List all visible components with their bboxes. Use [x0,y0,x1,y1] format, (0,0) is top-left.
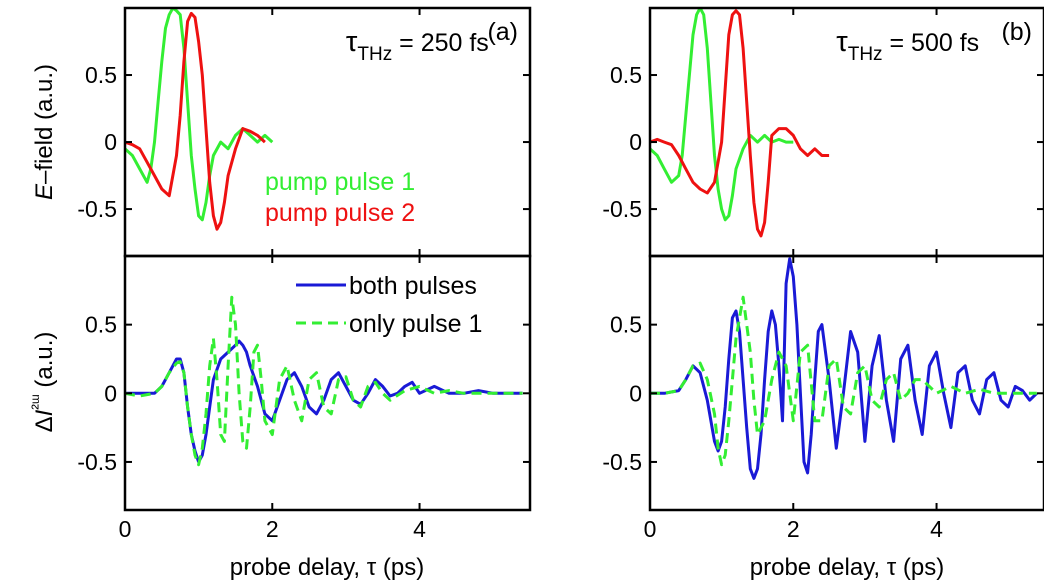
y-tick-label: 0.5 [85,312,117,338]
x-tick-label: 4 [413,516,426,542]
series-line-pump-pulse-2 [125,11,266,231]
x-tick-label: 0 [644,516,657,542]
series-line-both-pulses [650,257,1038,480]
y-tick-label: 0.5 [85,62,117,88]
y-tick-label: -0.5 [602,449,642,475]
y-tick-label: -0.5 [77,196,117,222]
y-axis-label-shg: ΔI²ᵚ (a.u.) [28,332,58,433]
axes-frame [123,254,532,512]
series-line-only-pulse-1 [650,295,1037,467]
y-tick-label: 0 [629,380,642,406]
y-tick-label: -0.5 [77,449,117,475]
panel-label: (b) [1001,18,1032,46]
legend-item-pump-pulse-1: pump pulse 1 [265,168,415,196]
x-axis-label-b: probe delay, τ (ps) [750,554,944,581]
axes-frame [648,254,1044,512]
panel-a-field: -0.5 0 0.5 (a)τTHz = 250 fs pump pulse 1 pump… [77,6,532,258]
legend-item-both-pulses: both pulses [349,272,477,300]
x-tick-label: 2 [266,516,279,542]
x-tick-label: 0 [119,516,132,542]
y-tick-label: 0 [104,129,117,155]
series-line-pump-pulse-2 [650,9,830,238]
panel-b-field: -0.5 0 0.5 (b) τTHz = 500 fs [602,6,1044,258]
x-tick-label: 4 [930,516,943,542]
pulse-duration-annotation: τTHz = 250 fs [346,26,489,65]
pulse-duration-annotation: τTHz = 500 fs [836,26,979,65]
y-tick-label: 0.5 [610,312,642,338]
y-tick-label: -0.5 [602,196,642,222]
y-axis-label-field: E–field (a.u.) [31,64,58,200]
panel-b-shg: -0.5 0 0.5 0 2 4 [602,254,1044,542]
y-tick-label: 0 [104,380,117,406]
legend-item-only-pulse-1: only pulse 1 [349,310,482,338]
series-line-pump-pulse-1 [125,8,274,222]
y-tick-label: 0 [629,129,642,155]
y-tick-label: 0.5 [610,62,642,88]
legend-item-pump-pulse-2: pump pulse 2 [265,199,415,227]
x-axis-label-a: probe delay, τ (ps) [230,554,424,581]
axis-labels: E–field (a.u.) ΔI²ᵚ (a.u.) probe delay, τ … [28,64,944,581]
panel-a-shg: -0.5 0 0.5 0 2 4 both pulses only pulse 1 [77,254,532,542]
x-tick-label: 2 [787,516,800,542]
series-line-only-pulse-1 [125,295,523,467]
series-line-pump-pulse-1 [650,8,794,222]
panel-label: (a) [487,18,518,46]
